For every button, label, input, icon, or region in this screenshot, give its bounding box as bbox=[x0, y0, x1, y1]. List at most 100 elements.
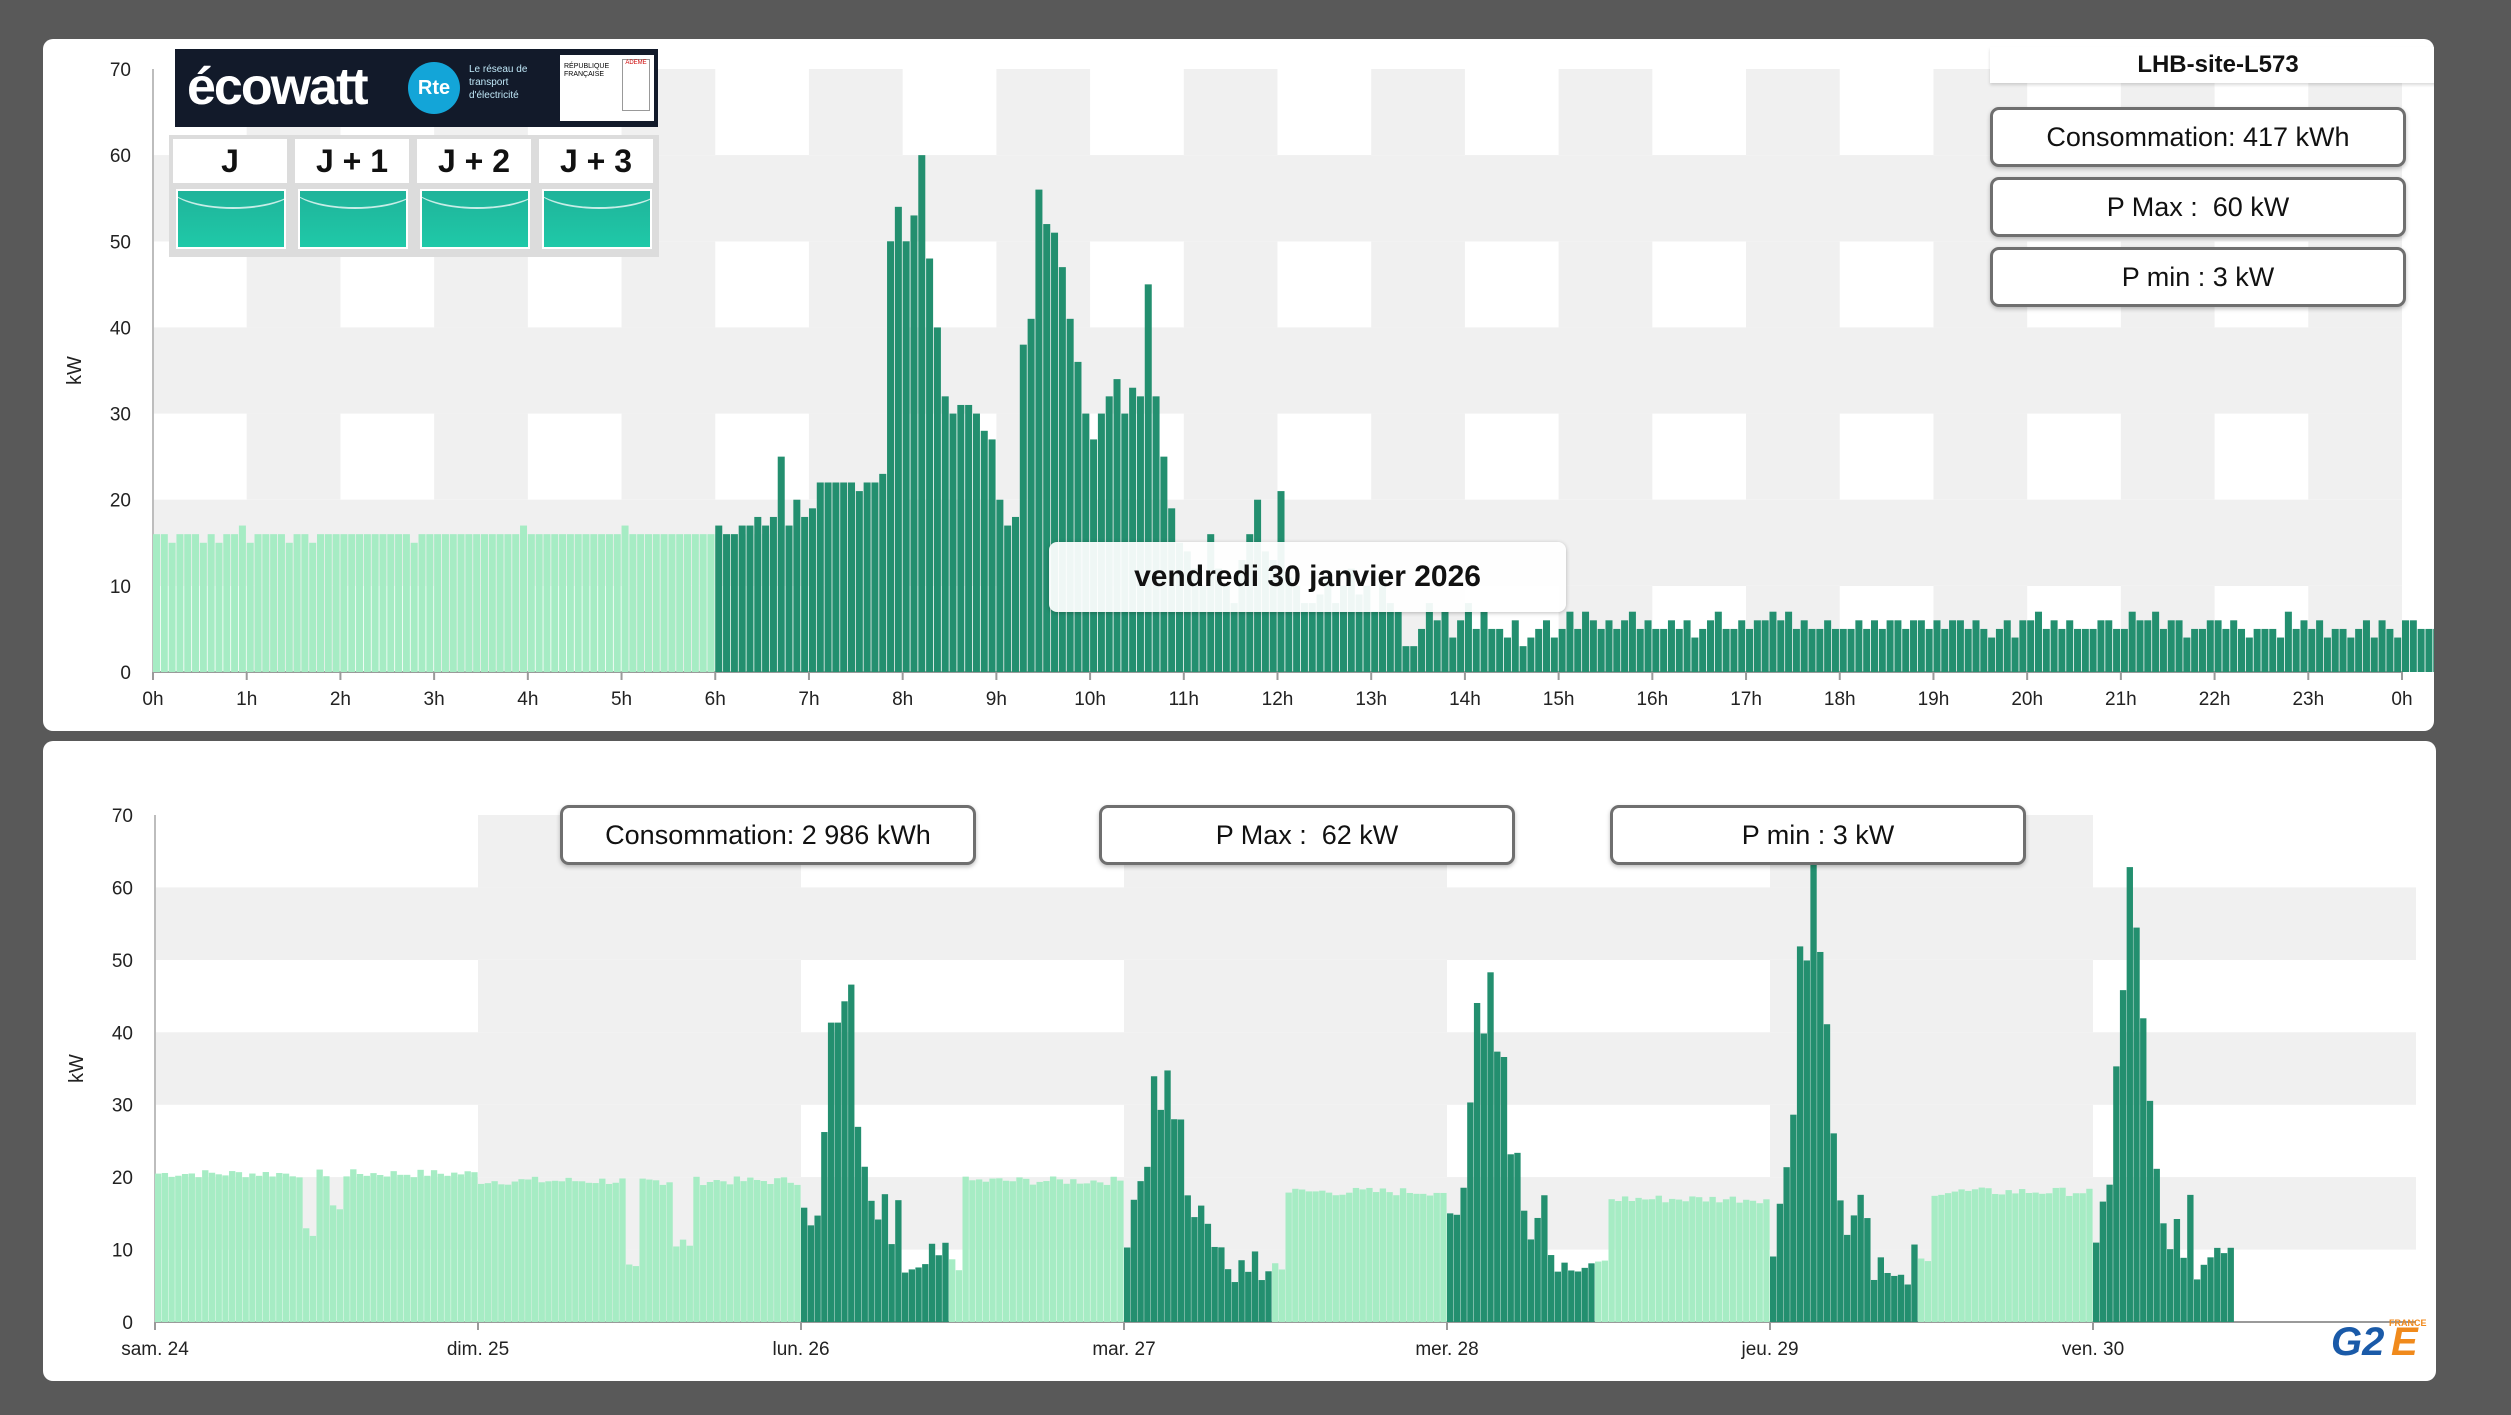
bar bbox=[1597, 628, 1605, 672]
bar bbox=[2253, 628, 2261, 672]
bar bbox=[545, 1181, 552, 1322]
bar bbox=[988, 439, 996, 672]
bar bbox=[1011, 516, 1020, 672]
bar bbox=[1722, 1199, 1730, 1322]
bar bbox=[1191, 1217, 1198, 1322]
y-tick-label: 60 bbox=[110, 146, 131, 167]
bar bbox=[1904, 1284, 1911, 1322]
bar bbox=[1215, 568, 1223, 672]
bar bbox=[902, 241, 910, 673]
bar bbox=[777, 456, 785, 672]
bar bbox=[2378, 620, 2386, 672]
bar bbox=[816, 482, 824, 672]
bar bbox=[854, 1126, 862, 1322]
bar bbox=[1689, 1196, 1696, 1322]
grid-cell bbox=[621, 413, 716, 500]
grid-cell bbox=[478, 959, 801, 1033]
bar bbox=[238, 525, 246, 672]
bar bbox=[1113, 379, 1121, 672]
x-tick-label: jeu. 29 bbox=[1740, 1339, 1798, 1360]
bar bbox=[2198, 628, 2206, 672]
bar bbox=[1433, 620, 1441, 672]
bar bbox=[437, 1173, 444, 1322]
bar bbox=[255, 1175, 263, 1322]
y-axis-label: kW bbox=[64, 356, 86, 385]
grid-cell bbox=[2214, 499, 2309, 586]
bar bbox=[2300, 620, 2308, 672]
bar bbox=[208, 1172, 216, 1322]
bar bbox=[1097, 1182, 1104, 1322]
bar bbox=[2425, 628, 2433, 672]
bar bbox=[1675, 1199, 1683, 1322]
bar bbox=[1347, 568, 1355, 672]
bar bbox=[2238, 628, 2246, 672]
bar bbox=[1933, 620, 1941, 672]
bar bbox=[1777, 620, 1785, 672]
bar bbox=[1507, 1154, 1514, 1322]
bar bbox=[215, 1174, 222, 1322]
y-axis-label: kW bbox=[66, 1054, 88, 1083]
bar bbox=[363, 534, 371, 672]
g2e-logo-text: G2 bbox=[2331, 1320, 2385, 1364]
bar bbox=[1457, 620, 1465, 672]
y-tick-label: 30 bbox=[112, 1096, 133, 1117]
bar bbox=[949, 1259, 956, 1322]
grid-cell bbox=[1933, 413, 2028, 500]
bar bbox=[2011, 637, 2019, 672]
bar bbox=[377, 1174, 384, 1322]
bar bbox=[1521, 1210, 1528, 1322]
bar bbox=[1722, 628, 1730, 672]
bar bbox=[626, 1264, 633, 1322]
bar bbox=[935, 1255, 942, 1322]
grid-cell bbox=[1371, 69, 1465, 156]
bar bbox=[199, 542, 207, 672]
x-tick-label: 1h bbox=[236, 689, 257, 710]
bar bbox=[1164, 1070, 1171, 1322]
bar bbox=[965, 404, 973, 672]
bar bbox=[1110, 1176, 1117, 1322]
bar bbox=[747, 1177, 754, 1322]
bar bbox=[1621, 620, 1629, 672]
bar bbox=[578, 1181, 586, 1322]
bar bbox=[949, 413, 957, 672]
grid-cell bbox=[1124, 959, 1447, 1033]
bar bbox=[2167, 620, 2175, 672]
bar bbox=[1534, 1217, 1541, 1322]
bar bbox=[894, 206, 902, 673]
bar bbox=[1447, 1213, 1454, 1322]
bar bbox=[726, 1184, 734, 1322]
bar bbox=[2220, 1253, 2228, 1322]
bar bbox=[1844, 1234, 1851, 1322]
y-tick-label: 30 bbox=[110, 405, 131, 426]
bar bbox=[700, 1185, 707, 1322]
grid-cell bbox=[1558, 241, 1653, 328]
bar bbox=[1056, 1179, 1064, 1322]
bar bbox=[619, 1178, 626, 1322]
bar bbox=[637, 534, 645, 672]
bar bbox=[2093, 1242, 2100, 1322]
bar bbox=[520, 525, 528, 672]
bar bbox=[332, 534, 340, 672]
bar bbox=[918, 155, 926, 673]
bar bbox=[356, 534, 364, 672]
bar bbox=[841, 1001, 848, 1322]
x-tick-label: 9h bbox=[986, 689, 1007, 710]
bar bbox=[2206, 620, 2214, 672]
weekly-pmin-box: P min : 3 kW bbox=[1610, 805, 2026, 865]
bar bbox=[1130, 1199, 1138, 1322]
bar bbox=[1746, 628, 1754, 672]
bar bbox=[511, 1181, 518, 1322]
grid-cell bbox=[1652, 499, 1747, 586]
bar bbox=[2058, 628, 2066, 672]
bar bbox=[1058, 267, 1066, 672]
bar bbox=[1083, 1183, 1090, 1322]
bar bbox=[303, 1228, 310, 1322]
bar bbox=[1601, 1260, 1609, 1322]
bar bbox=[1453, 1214, 1461, 1322]
bar bbox=[2370, 637, 2378, 672]
bar bbox=[1891, 1275, 1898, 1322]
bar bbox=[2261, 628, 2269, 672]
bar bbox=[1191, 568, 1199, 672]
daily-chart: 0 10 20 30 40 50 60 70 kW 0h 1h 2h 3h 4h 5h 6h 7h 8h 9h 10h… bbox=[64, 60, 2434, 710]
bar bbox=[1648, 1199, 1656, 1322]
